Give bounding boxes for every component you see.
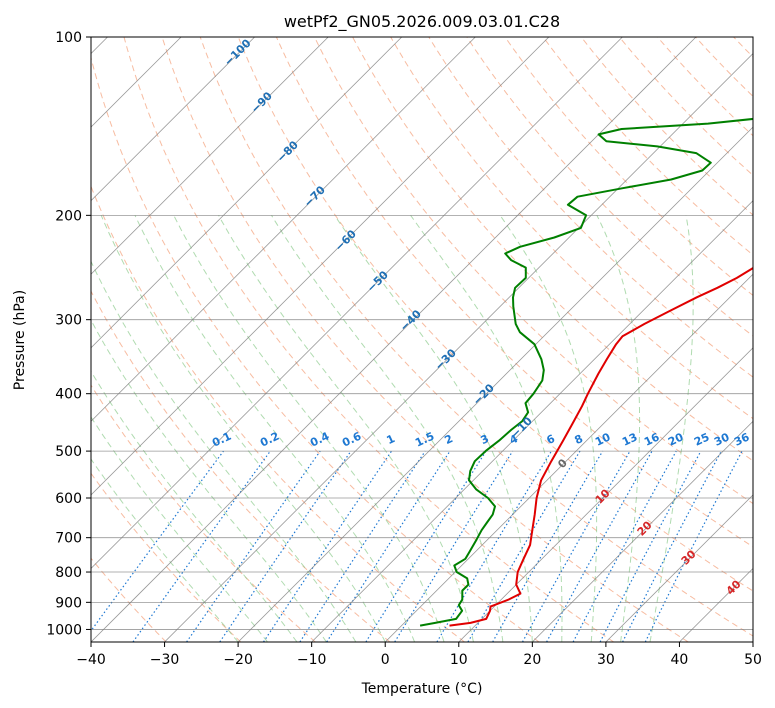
mixing-ratio-line	[394, 450, 514, 642]
x-tick-label: 40	[671, 652, 689, 668]
mixing-ratio-label: 16	[642, 430, 662, 448]
dry-adiabat-line	[466, 37, 753, 337]
x-tick-label: −20	[223, 652, 253, 668]
mixing-ratio-label: 13	[620, 430, 639, 448]
moist-adiabat-line	[173, 215, 445, 642]
mixing-ratio-line	[262, 450, 392, 642]
y-tick-label: 1000	[46, 622, 82, 638]
y-tick-label: 900	[55, 595, 82, 611]
dry-adiabat-line	[428, 37, 753, 378]
moist-adiabat-line	[91, 416, 268, 642]
mixing-ratio-line	[186, 450, 321, 642]
mixing-ratio-line	[326, 450, 451, 642]
isotherm-line	[91, 37, 476, 422]
mixing-ratio-line	[572, 450, 677, 642]
dry-adiabat-line	[91, 290, 391, 642]
moist-adiabat-line	[218, 215, 474, 642]
mixing-ratio-line	[521, 450, 631, 642]
x-tick-label: 20	[523, 652, 541, 668]
dry-adiabat-line	[275, 37, 753, 548]
dewpoint-profile-line	[419, 117, 753, 627]
moist-adiabat-line	[134, 215, 416, 642]
moist-adiabat-line	[100, 215, 386, 642]
moist-adiabat-line	[596, 215, 641, 642]
isotherm-line	[91, 37, 329, 275]
isotherm-line	[532, 420, 753, 642]
dry-adiabat-line	[352, 37, 753, 462]
mixing-ratio-line	[644, 450, 743, 642]
moist-adiabat-line	[334, 215, 533, 642]
moist-adiabat-line	[649, 215, 694, 642]
tick-layer: −40 −30 −20 −10 0 10 20 30 40 50 1000 900 800 700 600 5…	[46, 30, 762, 668]
mixing-ratio-label: 36	[732, 430, 752, 448]
y-tick-label: 100	[55, 30, 82, 46]
x-tick-label: −40	[76, 652, 106, 668]
mixing-ratio-label: 30	[712, 430, 732, 448]
dry-adiabat-line	[91, 185, 465, 642]
x-tick-label: 30	[597, 652, 615, 668]
isotherm-line	[237, 126, 753, 642]
dry-adiabat-line	[504, 37, 753, 297]
dry-adiabat-line	[237, 37, 753, 592]
x-tick-label: 50	[744, 652, 762, 668]
isotherm-line	[91, 37, 697, 642]
x-tick-label: −10	[297, 652, 327, 668]
moist-adiabat-line	[91, 370, 298, 642]
isotherm-line	[91, 37, 255, 202]
moist-adiabat-line	[271, 215, 504, 642]
mixing-ratio-line	[132, 450, 271, 642]
mixing-ratio-label: 25	[692, 430, 711, 448]
isotherm-line	[605, 494, 753, 642]
y-axis-label: Pressure (hPa)	[12, 290, 28, 390]
dry-adiabat-line	[123, 37, 614, 642]
dry-adiabat-line	[390, 37, 753, 420]
series-layer	[419, 117, 753, 627]
mixing-ratio-label: 10	[593, 430, 613, 448]
x-tick-label: 10	[450, 652, 468, 668]
dry-adiabat-line	[91, 55, 540, 642]
plot-frame	[90, 36, 754, 643]
y-tick-label: 300	[55, 313, 82, 329]
y-tick-label: 700	[55, 531, 82, 547]
x-tick-label: −30	[150, 652, 180, 668]
isotherm-line	[384, 273, 753, 642]
y-tick-label: 200	[55, 208, 82, 224]
y-tick-label: 800	[55, 565, 82, 581]
temperature-profile-line	[449, 266, 753, 627]
mixing-ratio-label: 20	[666, 430, 686, 448]
isotherm-line	[311, 200, 753, 642]
isotherm-line	[458, 347, 753, 642]
mixing-ratio-line	[91, 450, 224, 632]
mixing-ratio-line	[299, 450, 426, 642]
mixing-ratio-line	[546, 450, 653, 642]
mixing-ratio-line	[219, 450, 352, 642]
y-tick-label: 600	[55, 491, 82, 507]
isotherm-line	[164, 52, 753, 642]
moist-adiabat-line	[410, 215, 563, 642]
dry-adiabat-line	[161, 37, 689, 642]
grid-layer	[91, 37, 753, 642]
x-axis-label: Temperature (°C)	[361, 681, 483, 697]
isotherm-line	[91, 37, 403, 349]
moist-adiabat-line	[91, 458, 239, 642]
isotherm-line	[91, 37, 550, 496]
y-tick-label: 500	[55, 444, 82, 460]
dry-adiabat-line	[91, 472, 242, 642]
isotherm-line	[91, 37, 623, 570]
y-tick-label: 400	[55, 387, 82, 403]
dry-adiabat-line	[314, 37, 753, 505]
moist-adiabat-line	[91, 260, 357, 642]
dry-adiabat-line	[91, 384, 316, 642]
moist-adiabat-line	[91, 319, 327, 642]
chart-title: wetPf2_GN05.2026.009.03.01.C28	[284, 12, 560, 32]
x-tick-label: 0	[381, 652, 390, 668]
